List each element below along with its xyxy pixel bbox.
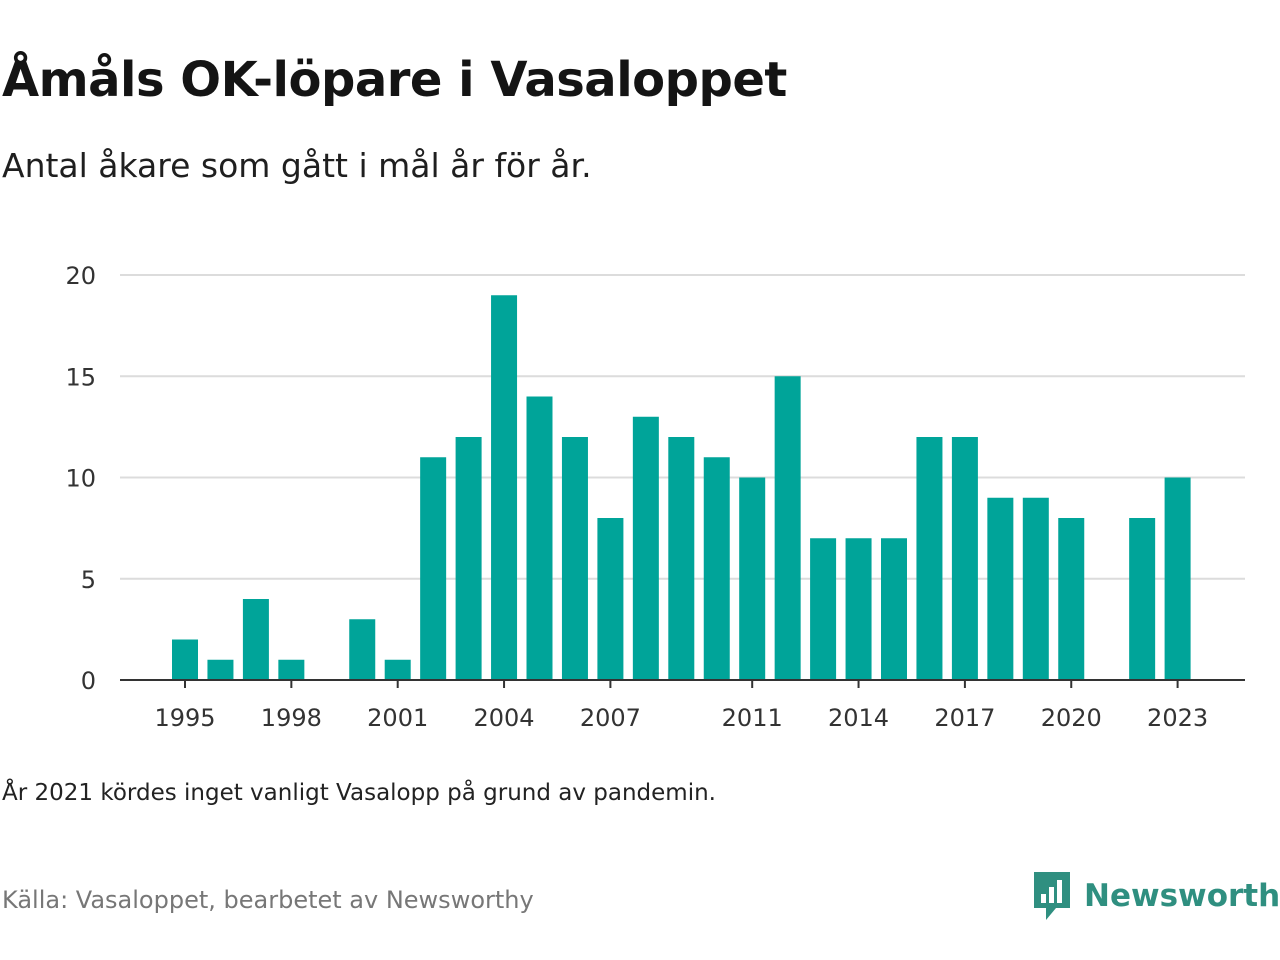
bar-2018 (987, 497, 1014, 680)
x-tick-label: 2020 (1041, 704, 1102, 732)
y-tick-label: 20 (65, 262, 96, 290)
y-tick-label: 5 (81, 566, 96, 594)
bar-2007 (597, 518, 624, 680)
brand-name: Newsworthy (1084, 878, 1280, 914)
bar-2009 (668, 437, 695, 680)
bar-1997 (242, 599, 269, 680)
bar-2020 (1058, 518, 1085, 680)
y-tick-label: 15 (65, 363, 96, 391)
x-tick-label: 2007 (580, 704, 641, 732)
y-tick-label: 10 (65, 465, 96, 493)
x-tick-label: 2011 (722, 704, 783, 732)
bar-2006 (561, 437, 588, 680)
chart-subtitle: Antal åkare som gått i mål år för år. (2, 146, 592, 185)
bar-2001 (384, 659, 411, 680)
bar-2011 (739, 477, 766, 680)
bar-2013 (810, 538, 837, 680)
bar-2017 (951, 437, 978, 680)
newsworthy-logo-icon (1034, 872, 1070, 920)
chart-footnote: År 2021 kördes inget vanligt Vasalopp på… (2, 780, 716, 806)
bar-2003 (455, 437, 482, 680)
bar-2004 (491, 295, 518, 680)
bar-1995 (172, 639, 198, 680)
x-tick-label: 2001 (367, 704, 428, 732)
y-tick-label: 0 (81, 667, 96, 695)
bars (120, 295, 1245, 681)
x-tick-label: 2004 (474, 704, 535, 732)
chart-title: Åmåls OK-löpare i Vasaloppet (2, 52, 787, 108)
bar-2000 (349, 619, 376, 680)
x-tick-label: 2017 (934, 704, 995, 732)
bar-2022 (1129, 518, 1156, 680)
bar-1998 (278, 659, 305, 680)
bar-2002 (420, 457, 447, 680)
x-tick-label: 2023 (1147, 704, 1208, 732)
bar-2016 (916, 437, 943, 680)
y-axis-ticks: 0 5 10 15 20 (65, 262, 96, 695)
x-tick-label: 1998 (261, 704, 322, 732)
bar-1996 (207, 659, 234, 680)
x-tick-label: 1995 (154, 704, 215, 732)
bar-2023 (1164, 477, 1191, 680)
bar-2012 (774, 376, 801, 680)
bar-2005 (526, 396, 553, 680)
brand-logo: Newsworthy (1032, 870, 1280, 922)
bar-2008 (632, 416, 659, 680)
bar-2015 (881, 538, 907, 680)
bar-2019 (1022, 497, 1049, 680)
source-credit: Källa: Vasaloppet, bearbetet av Newswort… (2, 886, 534, 914)
bar-2010 (703, 457, 730, 680)
x-tick-label: 2014 (828, 704, 889, 732)
x-axis-ticks: 1995 1998 2001 2004 2007 2011 2014 2017 2020 2023 (154, 680, 1208, 732)
bar-2014 (845, 538, 872, 680)
bar-chart: 0 5 10 15 20 1995 1998 2001 2004 2007 2011 2014 201… (65, 262, 1245, 732)
